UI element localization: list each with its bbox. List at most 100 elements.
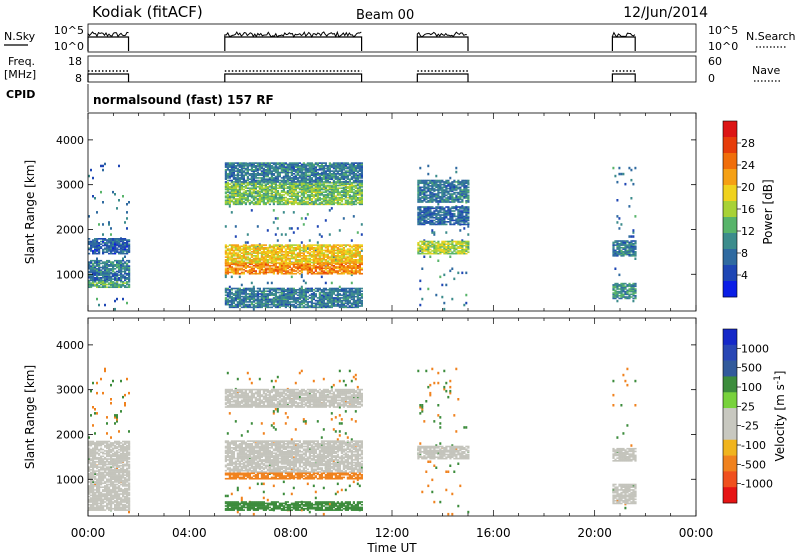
heat-cell xyxy=(459,229,462,232)
heat-cell xyxy=(96,282,99,284)
heat-cell xyxy=(260,257,263,260)
heat-cell xyxy=(332,170,335,172)
heat-cell xyxy=(326,299,329,302)
heat-cell xyxy=(114,193,116,196)
heat-cell xyxy=(322,305,325,307)
heat-cell xyxy=(284,260,287,263)
heat-cell xyxy=(114,274,117,276)
heat-cell xyxy=(304,303,307,306)
heat-cell xyxy=(298,305,301,307)
heat-cell xyxy=(360,287,363,290)
heat-cell xyxy=(320,255,323,257)
heat-cell xyxy=(312,266,315,268)
heat-cell xyxy=(310,293,313,295)
heat-cell xyxy=(114,275,117,278)
heat-cell xyxy=(234,167,237,170)
heat-cell xyxy=(348,299,351,302)
heat-cell xyxy=(292,263,295,266)
heat-cell xyxy=(272,264,275,267)
heat-cell xyxy=(326,264,329,267)
heat-cell xyxy=(236,270,239,272)
heat-cell xyxy=(278,267,281,270)
heat-cell xyxy=(254,203,257,206)
heat-cell xyxy=(238,179,241,182)
heat-cell xyxy=(280,194,283,196)
heat-cell xyxy=(350,266,353,268)
heat-cell xyxy=(324,249,327,252)
heat-cell xyxy=(320,257,323,260)
heat-cell xyxy=(260,163,263,166)
heat-cell xyxy=(260,179,263,182)
heat-cell xyxy=(348,245,351,248)
beam-title: Beam 00 xyxy=(356,8,414,23)
heat-cell xyxy=(316,173,319,175)
heat-cell xyxy=(308,196,311,199)
heat-cell xyxy=(234,200,237,203)
heat-cell xyxy=(250,251,253,253)
heat-cell xyxy=(258,260,261,263)
heat-cell xyxy=(342,252,345,254)
heat-cell xyxy=(354,271,357,274)
heat-cell xyxy=(358,294,361,297)
heat-cell xyxy=(350,302,353,305)
heat-cell xyxy=(276,227,279,230)
heat-cell xyxy=(290,227,293,230)
heat-cell xyxy=(314,266,317,268)
heat-cell xyxy=(350,245,353,248)
heat-cell xyxy=(248,259,251,261)
heat-cell xyxy=(244,261,247,264)
heat-cell xyxy=(230,305,233,307)
heat-cell xyxy=(318,166,321,168)
heat-cell xyxy=(262,196,265,199)
heat-cell xyxy=(358,170,361,172)
heat-cell xyxy=(322,287,325,290)
heat-cell xyxy=(308,294,311,297)
heat-cell xyxy=(296,267,299,270)
heat-cell xyxy=(312,249,315,252)
heat-cell xyxy=(316,199,319,202)
heat-cell xyxy=(328,298,331,301)
heat-cell xyxy=(308,198,311,200)
heat-cell xyxy=(224,290,227,293)
heat-cell xyxy=(300,190,303,192)
heat-cell xyxy=(232,162,235,164)
heat-cell xyxy=(226,268,229,271)
heat-cell xyxy=(427,172,430,176)
heat-cell xyxy=(300,177,303,179)
heat-cell xyxy=(314,170,317,172)
heat-cell xyxy=(276,256,279,258)
heat-cell xyxy=(224,259,227,261)
heat-cell xyxy=(106,274,109,276)
heat-cell xyxy=(358,301,361,303)
heat-cell xyxy=(290,293,293,295)
heat-cell xyxy=(268,303,271,306)
heat-cell xyxy=(302,162,305,164)
heat-cell xyxy=(236,170,239,172)
heat-cell xyxy=(354,203,357,206)
heat-cell xyxy=(435,248,438,251)
heat-cell xyxy=(274,186,277,188)
heat-cell xyxy=(431,246,434,248)
heat-cell xyxy=(224,186,227,188)
heat-cell xyxy=(356,252,359,254)
heat-cell xyxy=(344,290,347,293)
heat-cell xyxy=(316,165,319,167)
heat-cell xyxy=(318,198,321,200)
heat-cell xyxy=(320,178,323,181)
heat-cell xyxy=(354,175,357,178)
heat-cell xyxy=(230,179,233,182)
heat-cell xyxy=(342,195,345,198)
heat-cell xyxy=(346,259,349,261)
heat-cell xyxy=(270,173,273,175)
heat-cell xyxy=(262,291,265,294)
heat-cell xyxy=(276,169,279,171)
heat-cell xyxy=(256,295,259,298)
heat-cell xyxy=(282,257,285,260)
heat-cell xyxy=(316,171,319,174)
heat-cell xyxy=(354,245,357,248)
heat-cell xyxy=(278,271,281,274)
heat-cell xyxy=(358,290,361,293)
heat-cell xyxy=(356,259,359,261)
heat-cell xyxy=(318,174,321,177)
heat-cell xyxy=(124,246,127,248)
